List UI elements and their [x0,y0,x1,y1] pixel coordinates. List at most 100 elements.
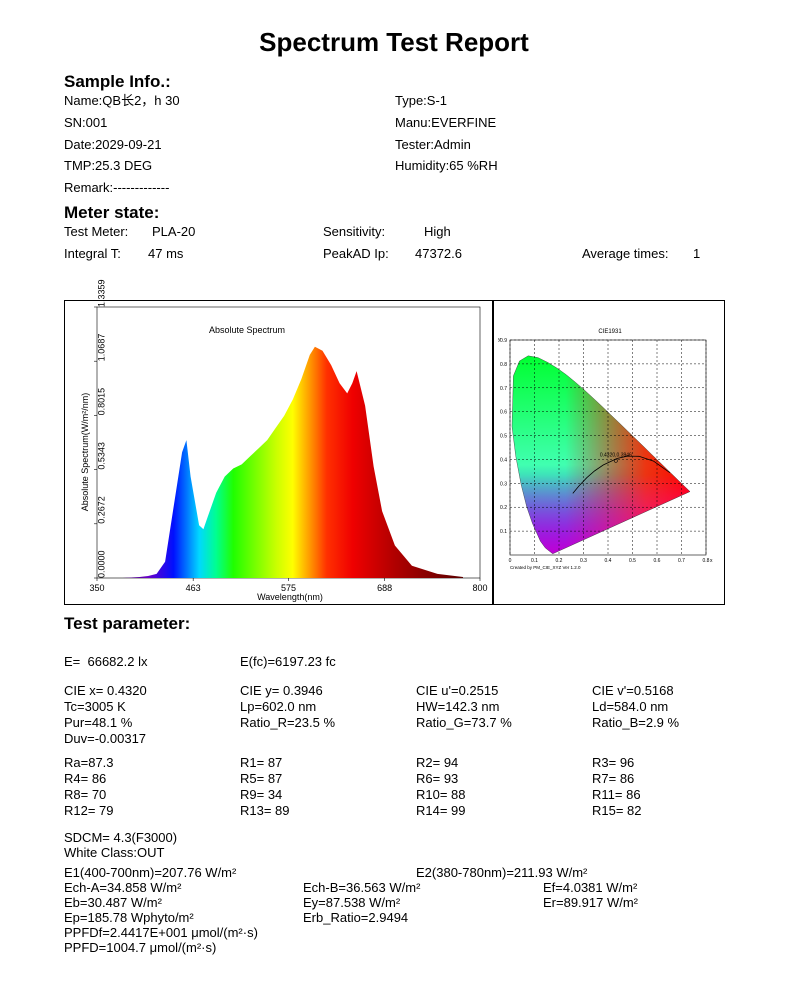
x-tick-label: 0.3 [580,558,587,564]
x-tick-label: 350 [89,583,104,593]
parameter: R4= 86 [64,771,107,786]
meter-field: Test Meter: [64,224,129,239]
report-title: Spectrum Test Report [259,27,529,57]
parameter: R10= 88 [416,787,466,802]
parameter: R5= 87 [240,771,283,786]
parameter: R13= 89 [240,803,290,818]
y-tick-label: 0.7 [500,386,507,392]
y-tick-label: 0.4 [500,457,507,463]
chromaticity-point [613,458,618,463]
y-axis-label: y [498,337,501,343]
meter-field: Average times: [582,246,669,261]
parameter: E(fc)=6197.23 fc [240,654,336,669]
parameter: Ld=584.0 nm [592,699,669,714]
parameter: Tc=3005 K [64,699,126,714]
info-field: TMP:25.3 DEG [64,158,153,173]
info-field: Name:QB长2，h 30 [64,93,180,108]
parameter: R1= 87 [240,755,283,770]
parameter: Ratio_B=2.9 % [592,715,680,730]
parameter: Ech-B=36.563 W/m² [303,880,421,895]
y-tick-label: 1.3359 [96,279,106,307]
x-tick-label: 463 [186,583,201,593]
info-field: Tester:Admin [395,137,471,152]
meter-field: 1 [693,246,701,261]
y-tick-label: 0.5343 [96,442,106,470]
info-field: Date:2029-09-21 [64,137,162,152]
x-axis-label: Wavelength(nm) [257,592,323,602]
meter-field: Integral T: [64,246,121,261]
cie-gamut [512,355,690,554]
parameter: Ratio_R=23.5 % [240,715,336,730]
y-tick-label: 0.0000 [96,550,106,578]
y-tick-label: 0.9 [500,338,507,344]
x-tick-label: 0.5 [629,558,636,564]
chart-title: Absolute Spectrum [209,325,285,335]
parameter: R2= 94 [416,755,459,770]
parameter: Ech-A=34.858 W/m² [64,880,182,895]
x-axis-label: x [710,558,713,564]
parameter: Ef=4.0381 W/m² [543,880,638,895]
meter-field: 47 ms [148,246,184,261]
spectrum-area [122,346,463,578]
meter-field: High [424,224,451,239]
x-tick-label: 0.4 [605,558,612,564]
parameter: R7= 86 [592,771,635,786]
parameter: R11= 86 [592,787,641,802]
parameter: CIE u'=0.2515 [416,683,499,698]
info-field: SN:001 [64,115,108,130]
meter-field: PLA-20 [152,224,196,239]
point-label: 0.4320,0.3946 [600,453,632,459]
parameter: E1(400-700nm)=207.76 W/m² [64,865,237,880]
x-tick-label: 0.1 [531,558,538,564]
y-tick-label: 0.3 [500,481,507,487]
parameter: E2(380-780nm)=211.93 W/m² [416,865,588,880]
x-tick-label: 575 [281,583,296,593]
y-axis-label: Absolute Spectrum(W/m²/nm) [80,393,90,512]
parameter: R15= 82 [592,803,642,818]
parameter: R14= 99 [416,803,466,818]
parameter: Ratio_G=73.7 % [416,715,512,730]
parameter: Pur=48.1 % [64,715,133,730]
info-field: Type:S-1 [395,93,448,108]
parameter: Er=89.917 W/m² [543,895,639,910]
parameter: R8= 70 [64,787,107,802]
info-field: Manu:EVERFINE [395,115,497,130]
x-tick-label: 0.6 [654,558,661,564]
x-tick-label: 800 [472,583,487,593]
y-tick-label: 0.2672 [96,496,106,524]
footnote: Created by PM_CIE_XYZ Ver 1.2.0 [510,565,581,570]
parameter: PPFD=1004.7 μmol/(m²·s) [64,940,217,955]
meter-field: PeakAD Ip: [323,246,389,261]
spectrum-frame [64,300,493,605]
parameter: R6= 93 [416,771,459,786]
x-tick-label: 0.2 [556,558,563,564]
y-tick-label: 0.8015 [96,388,106,416]
meter-field: Sensitivity: [323,224,386,239]
info-field: Humidity:65 %RH [395,158,498,173]
parameter: Ra=87.3 [64,755,114,770]
section-heading: Test parameter: [64,614,191,633]
parameter: Erb_Ratio=2.9494 [303,910,409,925]
x-tick-label: 688 [377,583,392,593]
y-tick-label: 1.0687 [96,334,106,362]
planckian-locus [572,455,671,494]
meter-field: 47372.6 [415,246,462,261]
cie-frame [493,300,725,605]
chart-title: CIE1931 [598,329,622,335]
parameter: R3= 96 [592,755,635,770]
y-tick-label: 0.2 [500,505,507,511]
parameter: CIE v'=0.5168 [592,683,674,698]
parameter: Ey=87.538 W/m² [303,895,401,910]
parameter: Ep=185.78 Wphyto/m² [64,910,194,925]
x-tick-label: 0.8 [703,558,710,564]
info-field: Remark:------------- [64,180,170,195]
y-tick-label: 0.6 [500,410,507,416]
parameter: White Class:OUT [64,845,165,860]
parameter: R12= 79 [64,803,114,818]
parameter: R9= 34 [240,787,283,802]
cie-locus [511,355,691,555]
parameter: HW=142.3 nm [416,699,500,714]
parameter: CIE x= 0.4320 [64,683,147,698]
parameter: SDCM= 4.3(F3000) [64,830,178,845]
